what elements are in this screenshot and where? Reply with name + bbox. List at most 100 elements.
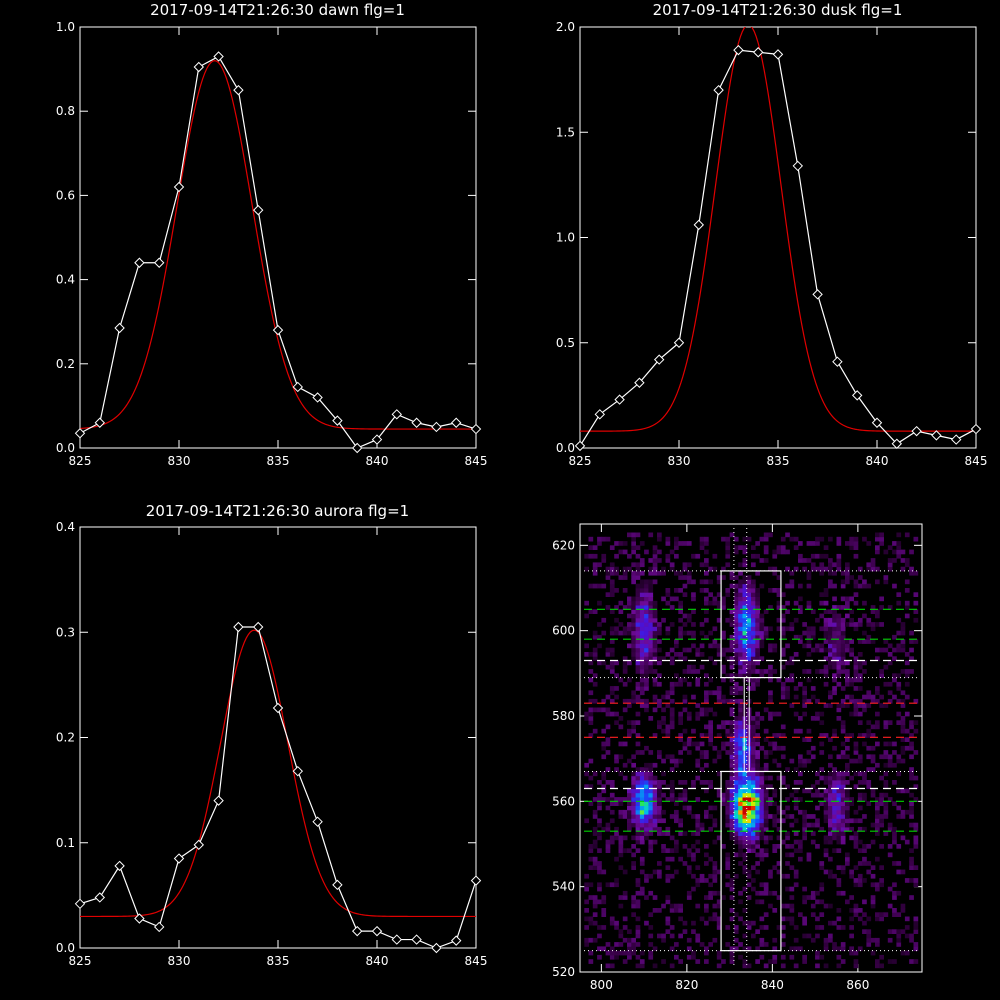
y-tick-label: 600 (552, 624, 575, 638)
data-point (94, 892, 106, 903)
y-tick-label: 0.4 (56, 520, 75, 534)
data-point (193, 61, 205, 73)
data-point (213, 795, 224, 806)
data-point (911, 425, 922, 437)
data-point (153, 921, 165, 933)
data-point (792, 160, 804, 172)
y-tick-label: 0.2 (56, 731, 75, 745)
data-point (233, 84, 244, 96)
data-point (74, 428, 86, 439)
data-point (272, 324, 284, 336)
data-point (752, 47, 764, 58)
data-point (871, 417, 883, 428)
data-point (391, 409, 403, 420)
data-point (272, 702, 284, 714)
data-point (312, 392, 323, 403)
x-tick-label: 845 (965, 454, 988, 468)
x-tick-label: 845 (465, 454, 488, 468)
data-point (411, 417, 422, 428)
data-point (634, 377, 645, 388)
x-tick-label: 840 (366, 954, 389, 968)
y-tick-label: 560 (552, 794, 575, 808)
data-line-aurora (79, 626, 477, 949)
data-point (812, 289, 823, 300)
x-tick-label: 830 (168, 954, 191, 968)
data-point (673, 337, 685, 348)
x-tick-label: 830 (668, 454, 691, 468)
data-point (733, 44, 744, 56)
data-point (653, 354, 665, 365)
plot-frame (79, 526, 477, 949)
data-point (470, 875, 482, 886)
x-tick-label: 835 (767, 454, 790, 468)
y-tick-label: 1.5 (556, 125, 575, 139)
x-tick-label: 835 (267, 454, 290, 468)
plot-title-dusk: 2017-09-14T21:26:30 dusk flg=1 (652, 1, 903, 19)
data-point (614, 394, 625, 405)
data-point (431, 942, 442, 954)
x-tick-label: 840 (366, 454, 389, 468)
x-tick-label: 845 (465, 954, 488, 968)
plot-dawn: 825 830 835 840 845 0.0 0.2 0.4 0.6 0.8 1.0 (56, 20, 488, 468)
data-point (891, 438, 903, 449)
y-tick-label: 0.3 (56, 625, 75, 639)
data-point (931, 430, 942, 441)
data-point (391, 934, 403, 945)
data-point (252, 621, 264, 633)
y-tick-label: 540 (552, 880, 575, 894)
data-point (574, 440, 586, 452)
y-tick-label: 0.1 (56, 836, 75, 850)
data-point (332, 879, 343, 891)
data-point (193, 839, 205, 851)
y-tick-label: 0.8 (56, 104, 75, 118)
data-line-dawn (79, 55, 477, 449)
y-tick-label: 0.6 (56, 188, 75, 202)
data-point (713, 84, 724, 96)
data-point (94, 417, 106, 428)
data-point (213, 51, 224, 62)
data-point (693, 219, 705, 231)
data-point (134, 257, 145, 268)
x-tick-label: 840 (866, 454, 889, 468)
data-point (371, 925, 383, 937)
data-point (332, 415, 343, 426)
y-tick-label: 0.5 (556, 336, 575, 350)
x-tick-label: 835 (267, 954, 290, 968)
data-point (950, 434, 962, 445)
data-point (470, 423, 482, 435)
data-point (594, 409, 606, 420)
selection-box (720, 570, 782, 679)
plot-frame (579, 523, 923, 973)
x-tick-label: 825 (69, 954, 92, 968)
plot-heatmap: 800 820 840 860 520 540 560 580 600 620 (552, 523, 923, 992)
data-point (450, 935, 462, 946)
data-point (351, 442, 363, 454)
data-point (351, 925, 363, 937)
data-point (371, 434, 383, 445)
data-point (153, 257, 165, 268)
data-point (292, 381, 304, 393)
connector (743, 677, 750, 772)
x-tick-label: 820 (675, 978, 698, 992)
data-point (233, 621, 244, 633)
y-tick-label: 0.0 (56, 441, 75, 455)
data-point (114, 322, 125, 334)
x-tick-label: 825 (69, 454, 92, 468)
y-tick-label: 520 (552, 965, 575, 979)
selection-box (720, 770, 782, 952)
fit-curve-aurora (80, 629, 476, 918)
data-point (74, 898, 86, 910)
y-tick-label: 2.0 (556, 20, 575, 34)
data-point (292, 765, 304, 777)
data-point (411, 934, 422, 945)
y-tick-label: 620 (552, 538, 575, 552)
fit-curve-dawn (80, 60, 476, 430)
x-tick-label: 830 (168, 454, 191, 468)
fit-curve-dusk (580, 27, 976, 432)
data-point (114, 860, 125, 872)
plot-dusk: 825 830 835 840 845 0.0 0.5 1.0 1.5 2.0 (556, 20, 988, 468)
x-tick-label: 800 (590, 978, 613, 992)
data-point (450, 417, 462, 428)
x-tick-label: 860 (846, 978, 869, 992)
